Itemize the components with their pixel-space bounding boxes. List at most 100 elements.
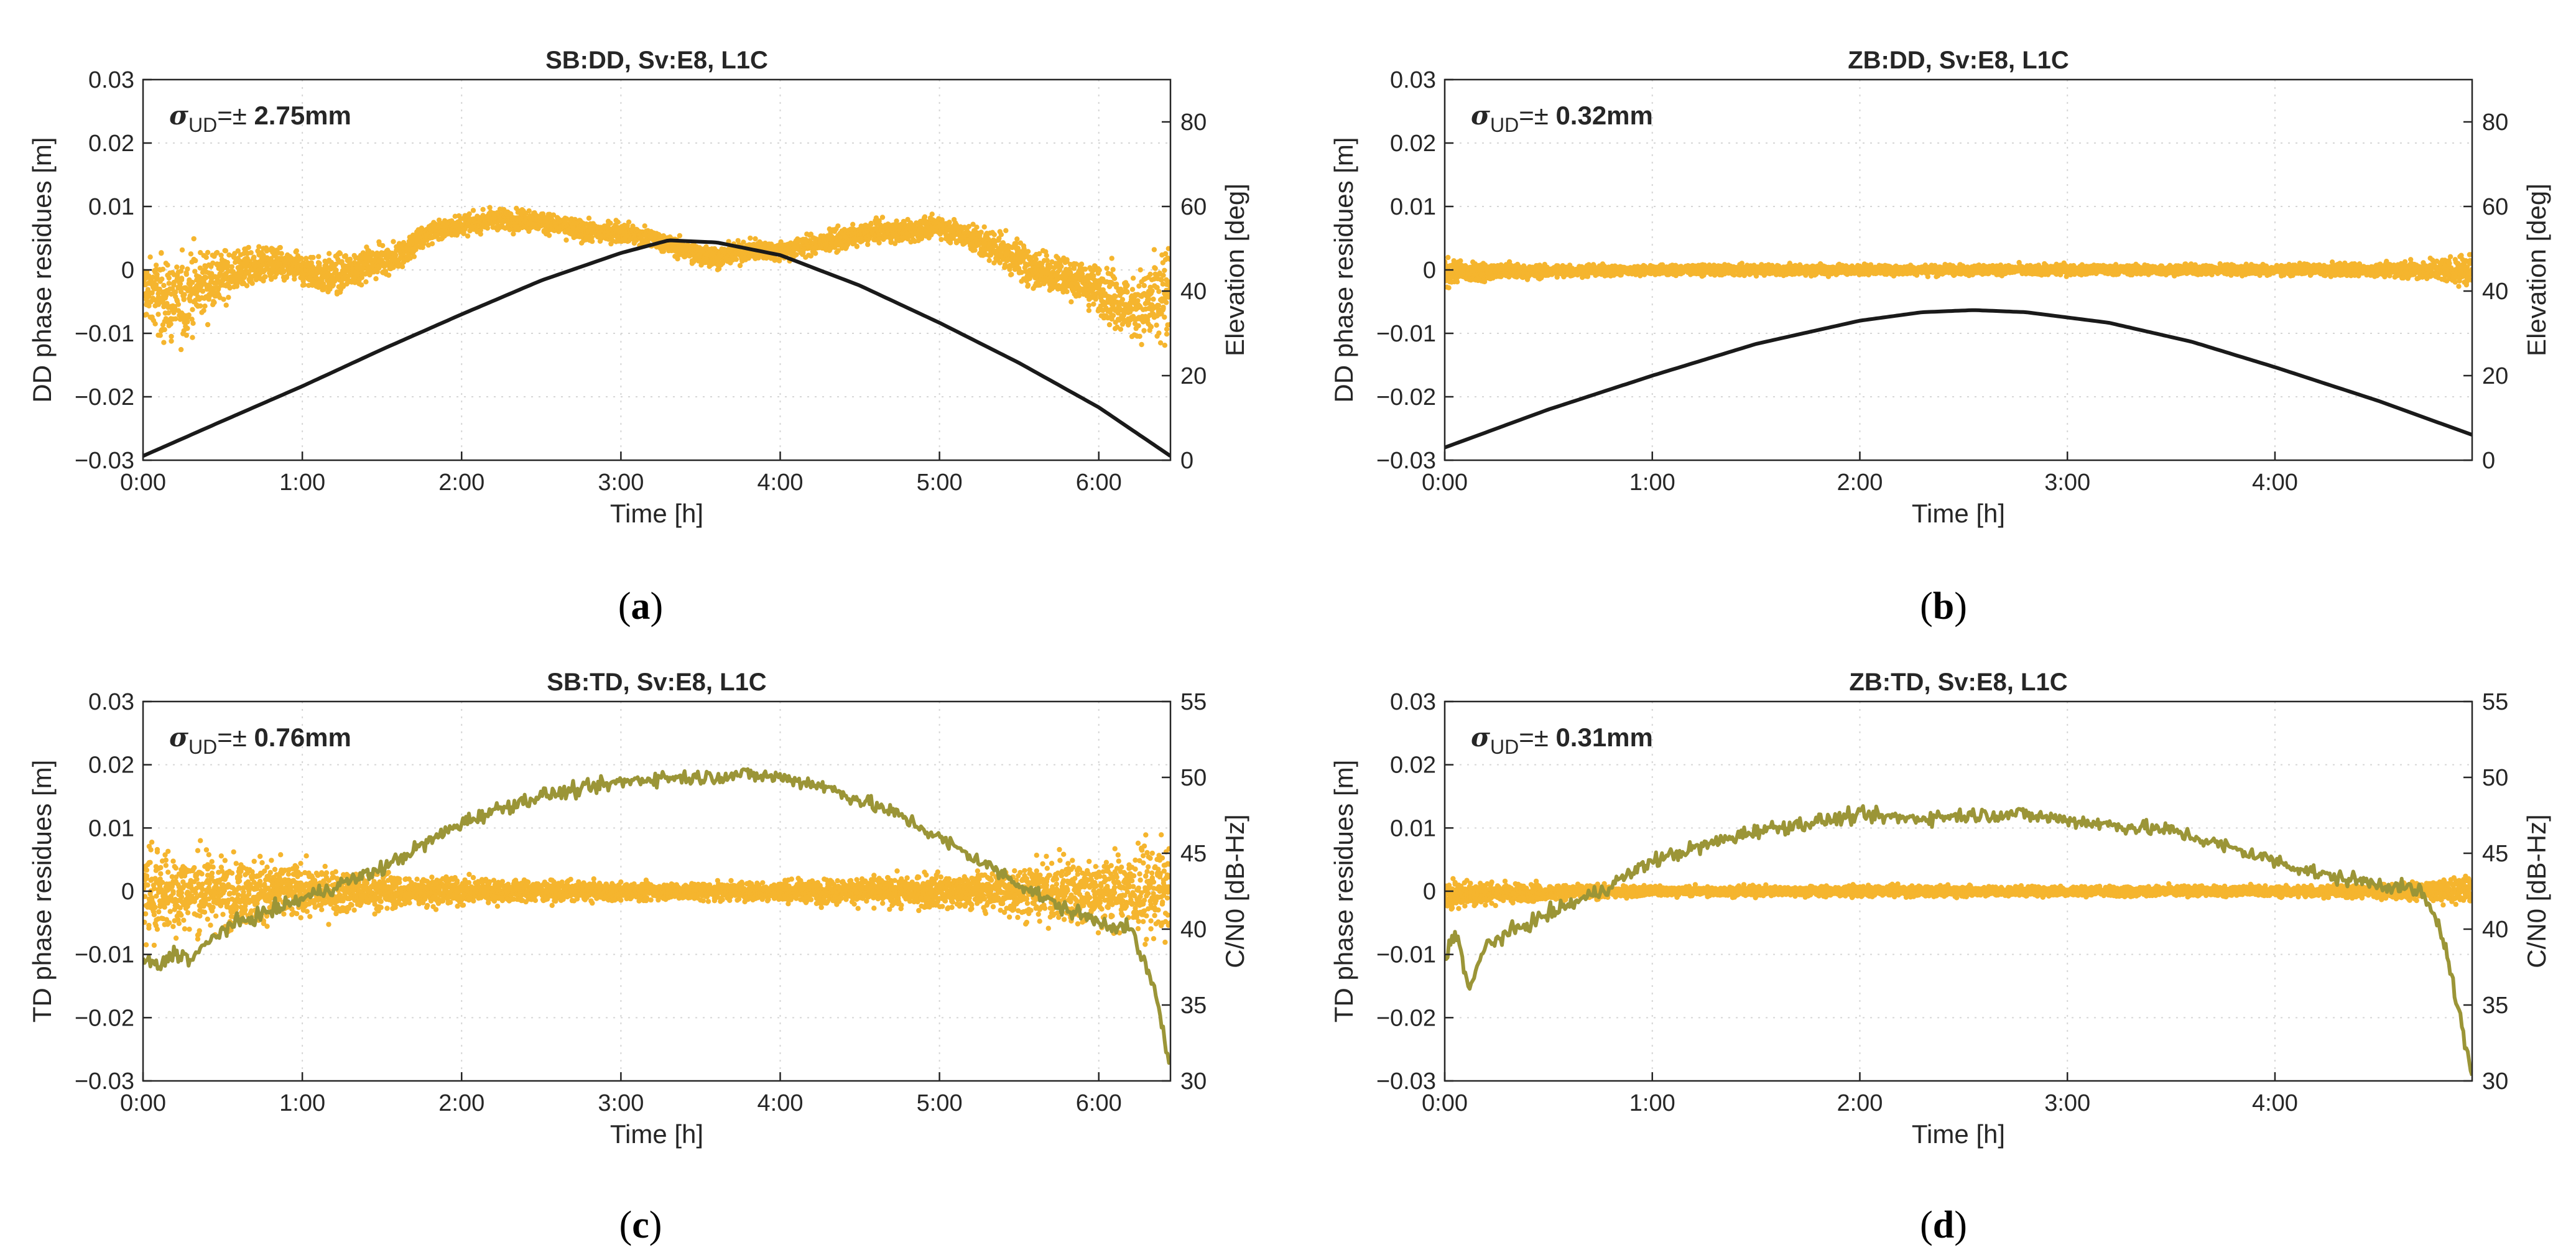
residue-point [1036,251,1042,257]
residue-point [1119,297,1126,302]
residue-point [1086,302,1092,308]
residue-point [1164,327,1170,332]
residue-point [1162,314,1167,320]
residue-point [201,308,206,313]
residue-point [214,249,220,256]
residue-point [391,239,396,244]
residue-point [1082,266,1088,272]
residue-point [146,303,152,308]
residue-point [1068,299,1074,305]
residue-point [972,248,978,253]
residue-point [470,208,476,213]
residue-point [748,235,753,241]
residue-point [1164,300,1169,305]
residue-point [1077,293,1082,299]
residue-point [876,218,882,224]
residue-point [186,312,192,318]
residue-point [947,240,953,246]
residue-point [1167,282,1170,288]
residue-point [160,266,166,272]
y-tick-label: 0.02 [88,131,134,157]
residue-point [393,252,399,258]
y-tick-label: 0.03 [88,67,134,93]
y-axis-label-right: Elevation [deg] [1220,183,1249,356]
residue-point [1159,277,1164,283]
residue-point [203,275,209,280]
residue-point [177,281,183,287]
residue-point [737,262,743,269]
residue-point [1033,256,1039,262]
residue-point [1148,324,1154,330]
residue-point [185,266,190,272]
residue-point [330,282,336,288]
residue-point [991,232,998,238]
plot-data [143,205,1170,458]
residue-point [480,206,486,212]
residue-point [1039,264,1045,271]
residue-point [1003,228,1009,233]
residue-point [642,223,647,229]
residue-point [306,282,312,289]
residue-point [205,249,211,256]
residue-point [347,256,353,262]
residue-point [226,252,232,258]
residue-point [865,241,871,248]
residue-point [716,266,722,272]
residue-point [1044,257,1050,263]
residue-point [147,254,153,260]
residue-point [1124,282,1130,288]
residue-point [246,244,251,251]
residue-point [169,333,174,340]
residue-point [586,215,592,221]
residue-point [317,261,322,266]
residue-point [165,262,170,268]
residue-point [583,221,589,227]
residue-point [1154,322,1159,328]
residue-point [190,320,196,326]
residue-point [1009,272,1014,277]
residue-point [205,322,211,328]
residue-point [484,225,491,231]
residue-point [835,248,841,254]
residue-point [735,238,741,244]
residue-point [144,312,149,317]
residue-point [200,288,206,294]
residue-point [986,257,992,263]
residue-point [210,260,216,266]
residue-point [850,221,856,227]
residue-point [615,219,621,225]
residue-point [630,223,636,229]
residue-point [1122,319,1128,325]
residue-point [753,236,758,242]
residue-point [1156,330,1162,336]
residue-point [1161,304,1166,310]
residue-point [386,272,392,278]
residue-point [248,250,254,256]
residue-point [189,317,195,322]
residue-point [1446,285,1452,290]
residue-point [164,300,170,307]
residue-point [947,220,952,225]
residue-point [1164,331,1170,337]
residue-point [626,219,632,225]
residue-point [922,214,928,220]
residue-point [280,269,287,275]
residue-point [244,283,250,289]
residue-point [277,244,283,251]
residue-point [327,251,332,256]
residue-point [173,289,178,295]
residue-point [179,264,185,270]
residue-point [1161,272,1166,278]
residue-point [1160,281,1166,287]
residue-point [1037,282,1043,288]
residue-point [1064,257,1070,262]
residue-point [876,240,882,246]
caption-letter: a [631,585,651,628]
residue-point [188,251,194,257]
residue-point [190,279,195,285]
residue-point [182,292,187,297]
residue-point [938,236,944,243]
residue-point [303,256,309,261]
residue-point [868,221,874,227]
residue-point [161,340,167,345]
